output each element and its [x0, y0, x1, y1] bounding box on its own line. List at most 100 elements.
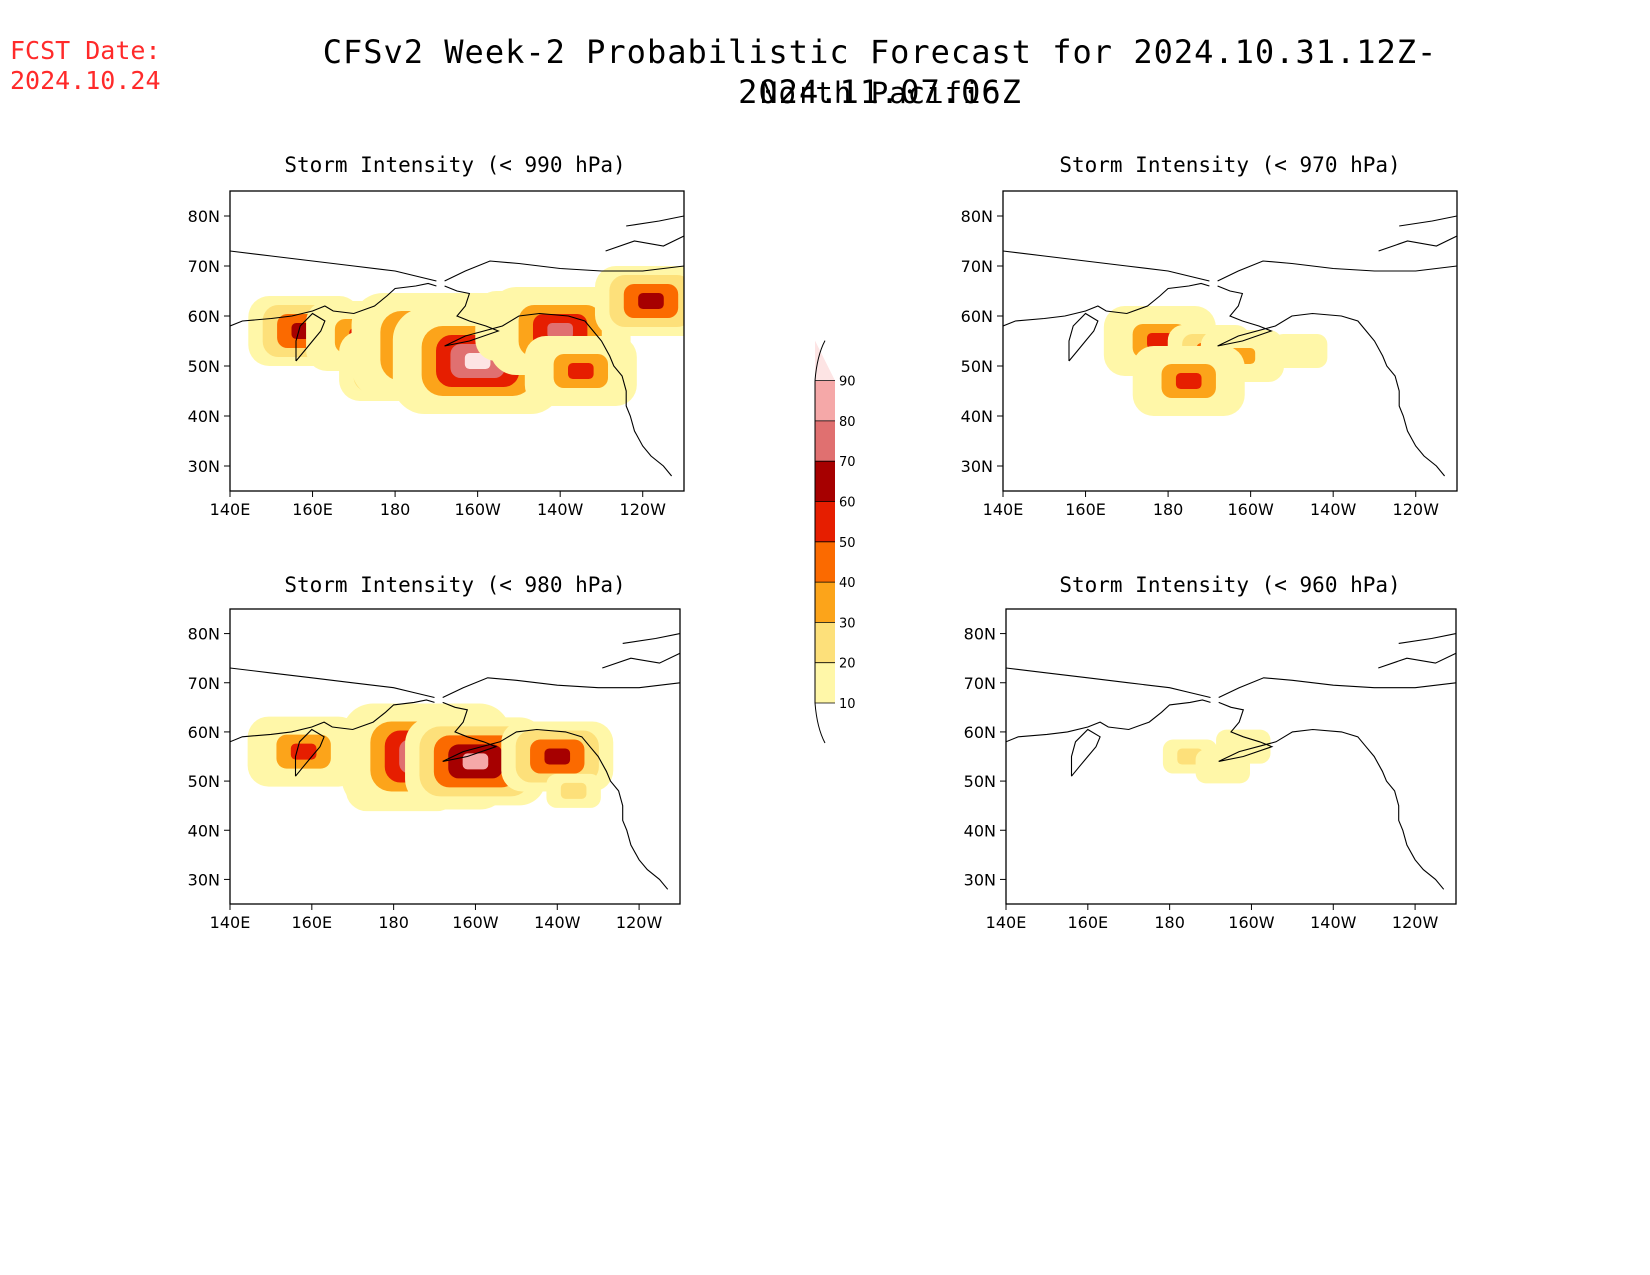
lon-label: 160E — [1065, 500, 1106, 519]
lon-label: 140W — [537, 500, 584, 519]
coastline — [230, 699, 435, 743]
coastline — [626, 215, 684, 227]
colorbar-label: 10 — [839, 697, 856, 712]
prob-cell — [560, 782, 587, 799]
coastline — [444, 260, 684, 282]
lat-label: 50N — [961, 357, 993, 376]
coastline — [230, 667, 435, 699]
page-title: CFSv2 Week-2 Probabilistic Forecast for … — [322, 33, 1438, 111]
panel-title-990: Storm Intensity (< 990 hPa) — [284, 153, 626, 177]
lon-label: 140E — [983, 500, 1024, 519]
prob-cell — [1230, 738, 1257, 755]
lon-label: 140W — [534, 913, 581, 932]
colorbar-swatch — [815, 380, 835, 421]
lat-label: 30N — [961, 457, 993, 476]
coastline — [442, 677, 680, 698]
coastline — [1378, 652, 1456, 669]
lon-label: 160W — [1228, 913, 1275, 932]
panel-title-970: Storm Intensity (< 970 hPa) — [1059, 153, 1401, 177]
lon-label: 120W — [620, 500, 667, 519]
colorbar-swatch — [815, 582, 835, 623]
coastline — [294, 728, 325, 777]
coastline — [1398, 633, 1456, 644]
map-frame — [229, 190, 685, 492]
lon-label: 160W — [454, 500, 501, 519]
map-frame — [1002, 190, 1458, 492]
map-frame — [229, 608, 681, 905]
lat-label: 30N — [188, 457, 220, 476]
colorbar-swatch — [815, 461, 835, 502]
lon-label: 180 — [380, 500, 411, 519]
lat-label: 50N — [964, 772, 996, 791]
lon-label: 180 — [1153, 500, 1184, 519]
colorbar-label: 80 — [839, 415, 856, 430]
colorbar-top-outline — [814, 340, 826, 381]
prob-cell — [544, 748, 571, 765]
lat-label: 60N — [961, 307, 993, 326]
lat-label: 40N — [188, 407, 220, 426]
colorbar: 10 20 30 40 50 60 70 80 90 — [814, 340, 856, 744]
colorbar-top-arrow — [815, 340, 835, 381]
panel-title-960: Storm Intensity (< 960 hPa) — [1059, 573, 1401, 597]
map-panel-p960: 80N 70N 60N 50N 40N 30N 140E 160E 180 160W 140W 120… — [964, 608, 1457, 932]
prob-cell — [290, 743, 317, 760]
coastline — [1003, 282, 1210, 327]
lon-label: 140W — [1310, 913, 1357, 932]
coastline — [230, 250, 437, 282]
coastline — [1070, 728, 1101, 777]
colorbar-swatch — [815, 420, 835, 462]
prob-cell — [638, 293, 664, 309]
prob-cell — [1287, 343, 1313, 359]
coastline — [1218, 701, 1445, 890]
fcst-date-label: FCST Date: 2024.10.24 — [10, 36, 161, 96]
prob-cell — [1175, 373, 1202, 389]
colorbar-label: 30 — [839, 616, 856, 631]
coastline — [1003, 250, 1210, 282]
page-subtitle: North Pacific — [760, 76, 1000, 110]
coastline — [1217, 285, 1446, 477]
colorbar-label: 20 — [839, 657, 856, 672]
colorbar-label: 50 — [839, 536, 856, 551]
lat-label: 40N — [961, 407, 993, 426]
lon-label: 160W — [1227, 500, 1274, 519]
lat-label: 70N — [188, 674, 220, 693]
lon-label: 160W — [452, 913, 499, 932]
lon-label: 160E — [1067, 913, 1108, 932]
lon-label: 140W — [1310, 500, 1357, 519]
coastline — [1068, 312, 1099, 362]
coastline — [1006, 667, 1211, 699]
lat-label: 60N — [188, 723, 220, 742]
lat-label: 80N — [188, 207, 220, 226]
lat-label: 30N — [188, 870, 220, 889]
coastline — [1399, 215, 1457, 227]
colorbar-swatch — [815, 622, 835, 663]
lat-label: 80N — [188, 625, 220, 644]
lat-label: 40N — [188, 821, 220, 840]
lon-label: 140E — [210, 500, 251, 519]
colorbar-label: 70 — [839, 455, 856, 470]
lat-label: 60N — [188, 307, 220, 326]
colorbar-label: 40 — [839, 576, 856, 591]
lon-label: 140E — [210, 913, 251, 932]
lat-label: 70N — [964, 674, 996, 693]
lat-label: 80N — [961, 207, 993, 226]
lat-label: 80N — [964, 625, 996, 644]
coastline — [444, 285, 673, 477]
coastline — [295, 312, 326, 362]
colorbar-label: 60 — [839, 496, 856, 511]
prob-cell — [547, 323, 573, 339]
lon-label: 120W — [1393, 500, 1440, 519]
map-panel-p970: 80N 70N 60N 50N 40N 30N 140E 160E 180 160W 140W 120… — [961, 190, 1458, 519]
lat-label: 60N — [964, 723, 996, 742]
prob-cell — [1147, 333, 1173, 349]
colorbar-swatch — [815, 501, 835, 542]
coastline — [602, 652, 680, 669]
lon-label: 160E — [292, 500, 333, 519]
coastline — [1378, 235, 1457, 252]
lon-label: 120W — [616, 913, 663, 932]
coastline — [1006, 699, 1211, 743]
colorbar-bottom-arrow — [814, 702, 826, 744]
coastline — [605, 235, 684, 252]
lat-label: 50N — [188, 357, 220, 376]
